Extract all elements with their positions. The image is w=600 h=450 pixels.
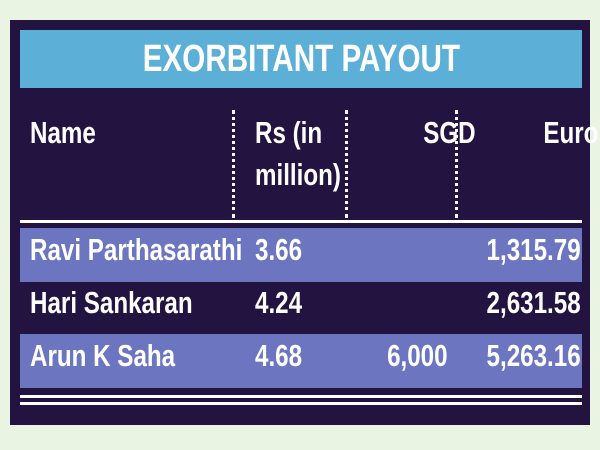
header-cell: Euro [543, 115, 599, 150]
cell-wrap: 1,315.79 [460, 232, 581, 268]
rule [20, 402, 582, 405]
cell-wrap: Ravi Parthasarathi [30, 232, 242, 268]
cell: 5,263.16 [486, 338, 581, 373]
cell-wrap: 5,263.16 [460, 338, 581, 374]
cell-wrap: Hari Sankaran [30, 285, 230, 321]
title: EXORBITANT PAYOUT [142, 37, 460, 80]
cell-wrap: 3.66 [255, 232, 345, 268]
cell: 6,000 [387, 338, 448, 373]
cell-wrap: SGD [350, 112, 475, 154]
cell-wrap: Rs (in million) [255, 112, 345, 196]
cell: 2,631.58 [486, 285, 581, 320]
cell-wrap: 4.68 [255, 338, 345, 374]
rule [20, 220, 582, 223]
header-cell: SGD [423, 115, 476, 150]
cell: 4.24 [255, 285, 303, 320]
cell-wrap: 2,631.58 [460, 285, 581, 321]
cell-wrap: Arun K Saha [30, 338, 230, 374]
header-cell: Rs (in million) [255, 115, 341, 192]
cell: 4.68 [255, 338, 303, 373]
title-banner: EXORBITANT PAYOUT [20, 30, 582, 88]
cell-wrap: 4.24 [255, 285, 345, 321]
row-band [20, 334, 582, 388]
row-band [20, 228, 582, 282]
rule [20, 395, 582, 398]
separator [232, 110, 235, 218]
cell: Arun K Saha [30, 338, 176, 373]
cell-wrap: Euro [460, 112, 598, 154]
cell-wrap: Name [30, 112, 230, 154]
header-cell: Name [30, 115, 96, 150]
cell: 1,315.79 [486, 232, 581, 267]
cell-wrap: 6,000 [350, 338, 448, 374]
table-panel: EXORBITANT PAYOUT Name Rs (in million) SGD… [10, 20, 598, 425]
cell: Hari Sankaran [30, 285, 193, 320]
separator [345, 110, 348, 218]
cell: 3.66 [255, 232, 303, 267]
cell: Ravi Parthasarathi [30, 232, 243, 267]
separator [455, 110, 458, 218]
